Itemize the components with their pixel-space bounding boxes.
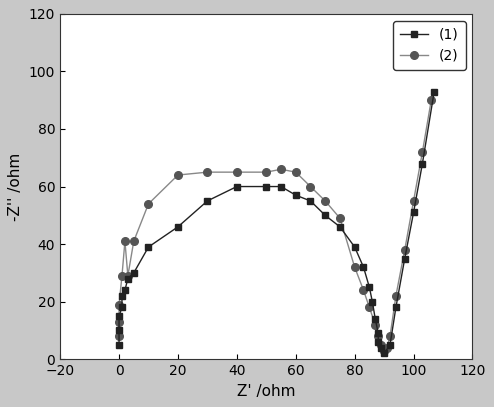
- (1): [367, 285, 372, 290]
- (1): [411, 210, 416, 215]
- (1): [175, 224, 181, 229]
- (2): [381, 348, 387, 353]
- (1): [205, 199, 210, 204]
- (2): [372, 322, 378, 327]
- Y-axis label: -Z'' /ohm: -Z'' /ohm: [8, 152, 23, 221]
- (1): [293, 193, 299, 198]
- (2): [378, 342, 384, 347]
- Line: (1): (1): [116, 88, 438, 357]
- (1): [131, 271, 137, 276]
- (2): [116, 334, 122, 339]
- (1): [125, 276, 131, 281]
- (2): [116, 302, 122, 307]
- (1): [322, 213, 328, 218]
- (2): [308, 184, 314, 189]
- (1): [308, 199, 314, 204]
- (2): [428, 98, 434, 103]
- (2): [146, 201, 152, 206]
- (2): [131, 239, 137, 244]
- (1): [119, 305, 125, 310]
- (1): [375, 331, 381, 336]
- (1): [119, 293, 125, 298]
- (2): [263, 170, 269, 175]
- (1): [387, 342, 393, 347]
- (2): [278, 167, 284, 172]
- (1): [378, 345, 384, 350]
- (1): [122, 288, 128, 293]
- (1): [419, 161, 425, 166]
- (1): [370, 299, 375, 304]
- (1): [431, 89, 437, 94]
- (1): [116, 328, 122, 333]
- (2): [125, 274, 131, 278]
- (2): [116, 319, 122, 324]
- (2): [419, 149, 425, 154]
- (2): [375, 334, 381, 339]
- (1): [116, 314, 122, 319]
- (2): [293, 170, 299, 175]
- (1): [337, 224, 343, 229]
- Line: (2): (2): [115, 96, 435, 354]
- (2): [361, 288, 367, 293]
- (1): [234, 184, 240, 189]
- (1): [372, 317, 378, 322]
- (1): [352, 245, 358, 249]
- (2): [384, 345, 390, 350]
- (2): [175, 173, 181, 177]
- (2): [122, 239, 128, 244]
- (2): [387, 334, 393, 339]
- (1): [278, 184, 284, 189]
- (2): [411, 199, 416, 204]
- (1): [402, 256, 408, 261]
- (2): [119, 274, 125, 278]
- (1): [381, 351, 387, 356]
- (2): [234, 170, 240, 175]
- (2): [367, 305, 372, 310]
- (2): [205, 170, 210, 175]
- X-axis label: Z' /ohm: Z' /ohm: [237, 384, 295, 399]
- (2): [337, 216, 343, 221]
- (1): [361, 265, 367, 269]
- (2): [322, 199, 328, 204]
- (2): [402, 247, 408, 252]
- (2): [352, 265, 358, 269]
- (1): [263, 184, 269, 189]
- Legend: (1), (2): (1), (2): [393, 21, 465, 70]
- (2): [393, 293, 399, 298]
- (1): [116, 342, 122, 347]
- (1): [146, 245, 152, 249]
- (1): [393, 305, 399, 310]
- (1): [375, 339, 381, 344]
